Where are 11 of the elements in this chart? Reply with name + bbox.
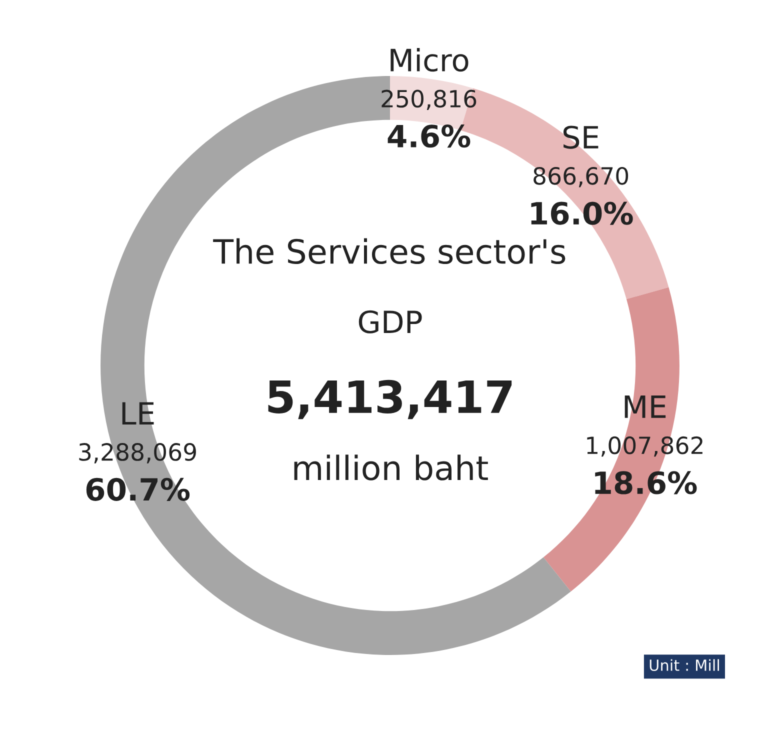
text: Unit : Mill <box>650 659 719 672</box>
data-label: 3,288,069 60.7% <box>79 443 196 501</box>
text: 5,413,417 <box>268 380 512 420</box>
data-label: 866,670 16.0% <box>531 166 633 225</box>
data-label: 250,816 4.6% <box>382 90 476 148</box>
text: million baht <box>294 454 488 480</box>
slice-label: SE <box>563 126 598 149</box>
text: GDP <box>358 310 422 334</box>
data-label: 1,007,862 18.6% <box>587 436 702 494</box>
slice-label: Micro <box>390 48 468 72</box>
text: The Services sector's <box>213 238 566 264</box>
